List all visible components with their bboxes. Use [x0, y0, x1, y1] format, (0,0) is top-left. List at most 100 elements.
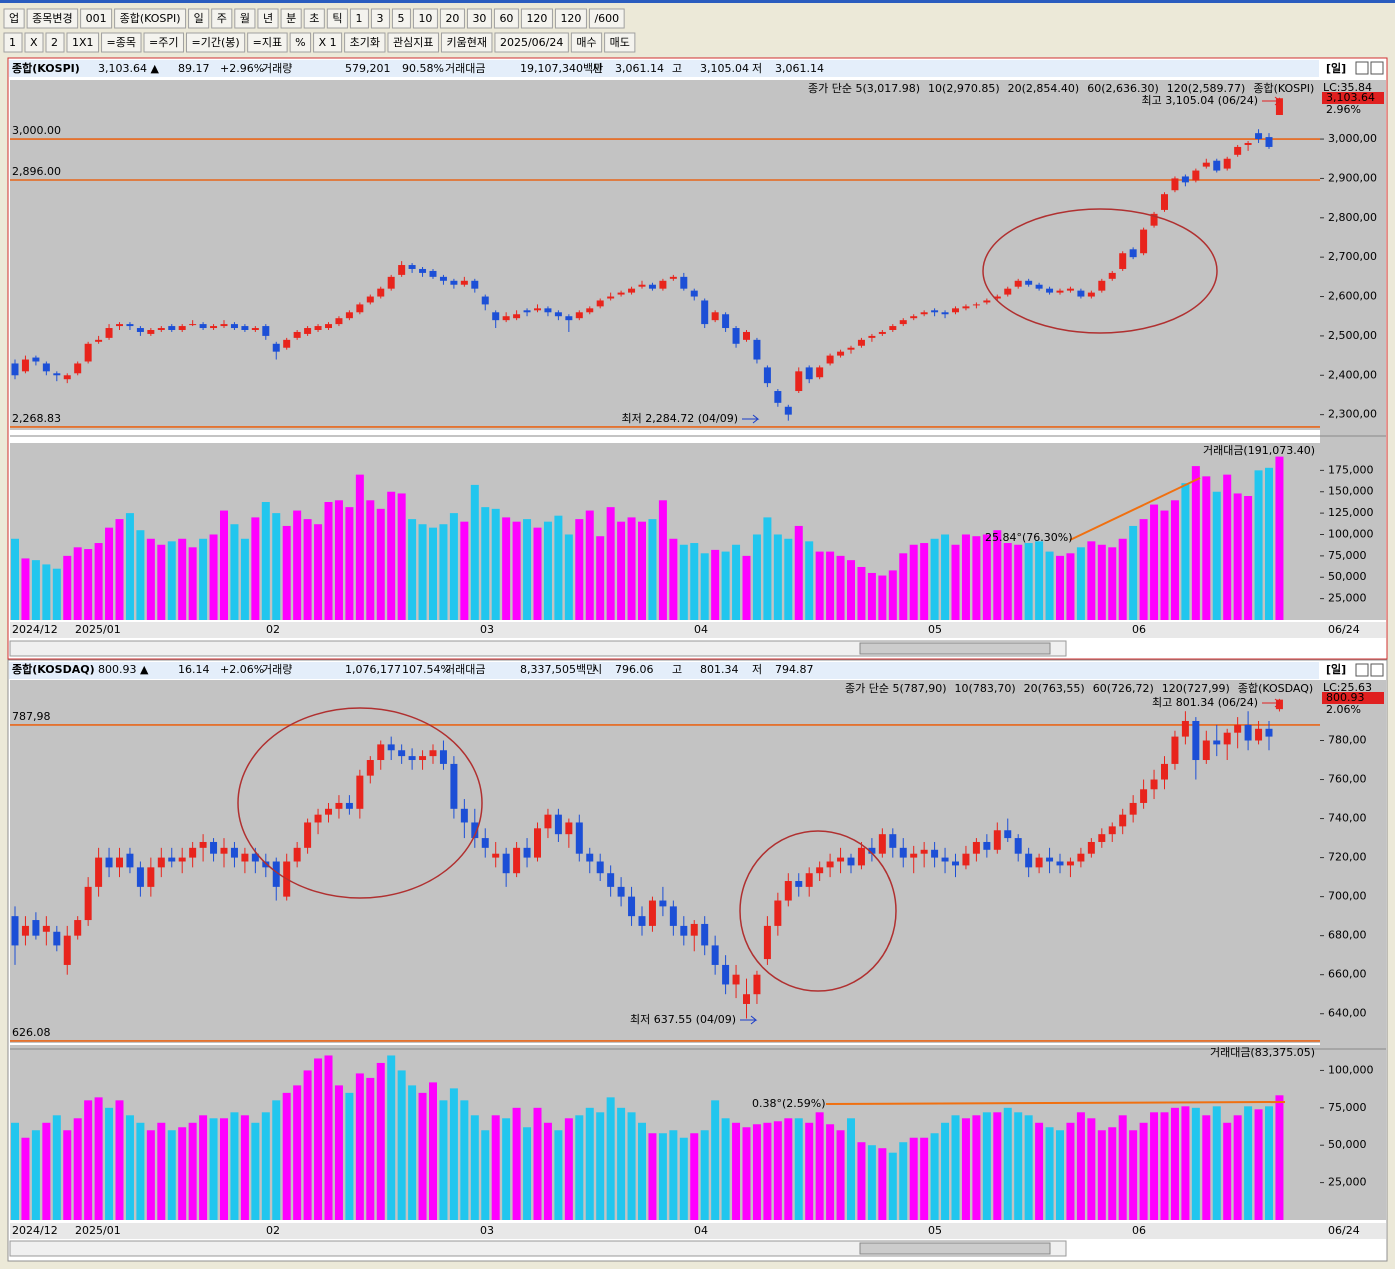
volume-bar — [1118, 1115, 1127, 1220]
toolbar-button[interactable] — [466, 8, 492, 29]
window-btn[interactable] — [1370, 663, 1384, 677]
toolbar-label[interactable]: 년 — [263, 12, 273, 25]
volume-bar — [721, 1118, 730, 1220]
toolbar-label[interactable]: 일 — [194, 11, 204, 25]
toolbar-button[interactable] — [3, 8, 25, 29]
toolbar-button[interactable] — [493, 8, 519, 29]
toolbar-button[interactable] — [344, 32, 386, 53]
toolbar-label[interactable]: 001 — [86, 12, 107, 25]
toolbar-button[interactable] — [26, 8, 79, 29]
toolbar-label[interactable]: =기간(봉) — [191, 36, 239, 49]
candle-body — [753, 974, 761, 995]
toolbar-label[interactable]: 20 — [445, 12, 459, 25]
toolbar-button[interactable] — [280, 8, 302, 29]
volume-bar — [794, 525, 803, 620]
toolbar-label[interactable]: 종목변경 — [32, 12, 72, 25]
scrollbar[interactable] — [9, 640, 1067, 657]
toolbar-label[interactable]: 2025/06/24 — [500, 36, 563, 49]
toolbar-label[interactable]: 월 — [240, 12, 250, 25]
toolbar-button[interactable] — [289, 32, 312, 53]
toolbar-button[interactable] — [391, 8, 411, 29]
toolbar-button[interactable] — [313, 32, 343, 53]
toolbar-button[interactable] — [114, 8, 187, 29]
toolbar-button[interactable] — [370, 8, 390, 29]
toolbar-button[interactable] — [234, 8, 256, 29]
toolbar-button[interactable] — [101, 32, 142, 53]
toolbar-label[interactable]: 1 — [355, 12, 362, 25]
toolbar-button[interactable] — [257, 8, 279, 29]
toolbar-label[interactable]: 60 — [499, 12, 513, 25]
window-btn[interactable] — [1355, 663, 1369, 677]
toolbar-button[interactable] — [570, 32, 603, 53]
toolbar-button[interactable] — [412, 8, 438, 29]
info-item: 107.54% — [402, 663, 451, 676]
toolbar-label[interactable]: 3 — [376, 12, 383, 25]
window-btn[interactable] — [1355, 61, 1369, 75]
toolbar-label[interactable]: % — [295, 36, 305, 49]
toolbar-label[interactable]: 1 — [9, 36, 16, 49]
toolbar-label[interactable]: 120 — [526, 12, 547, 25]
toolbar-button[interactable] — [440, 32, 493, 53]
toolbar-button[interactable] — [3, 32, 23, 53]
toolbar-button[interactable] — [303, 8, 325, 29]
scrollbar[interactable] — [9, 1240, 1067, 1257]
toolbar-button[interactable] — [80, 8, 113, 29]
toolbar-label[interactable]: X 1 — [319, 36, 337, 49]
toolbar-label[interactable]: /600 — [594, 12, 619, 25]
toolbar-button[interactable] — [66, 32, 100, 53]
legend-item: 20(763,55) — [1024, 682, 1085, 695]
toolbar-label[interactable]: 주 — [217, 12, 227, 25]
toolbar-label[interactable]: =종목 — [107, 36, 136, 49]
toolbar-button[interactable] — [387, 32, 439, 53]
toolbar-label[interactable]: =주기 — [149, 36, 178, 49]
toolbar-label[interactable]: 120 — [560, 12, 581, 25]
toolbar-button[interactable] — [588, 8, 625, 29]
toolbar-label[interactable]: 키움현재 — [446, 36, 486, 49]
toolbar-button[interactable] — [24, 32, 44, 53]
toolbar-button[interactable] — [143, 32, 184, 53]
scroll-thumb[interactable] — [859, 642, 1051, 655]
toolbar-label[interactable]: 관심지표 — [393, 36, 433, 49]
toolbar-label[interactable]: 1X1 — [72, 36, 94, 49]
toolbar-button[interactable] — [211, 8, 233, 29]
toolbar-label[interactable]: 분 — [286, 12, 296, 25]
volume-bar — [1181, 483, 1190, 620]
toolbar-label[interactable]: 2 — [51, 36, 58, 49]
right-label: LC:35.84 — [1323, 81, 1372, 94]
toolbar-button[interactable] — [185, 32, 246, 53]
toolbar-button[interactable] — [247, 32, 288, 53]
toolbar-label[interactable]: 매수 — [576, 36, 596, 49]
toolbar-button[interactable] — [554, 8, 587, 29]
toolbar-button[interactable] — [45, 32, 65, 53]
toolbar-button[interactable] — [439, 8, 465, 29]
toolbar-label[interactable]: 종합(KOSPI) — [120, 12, 181, 25]
toolbar-button[interactable] — [604, 32, 636, 53]
toolbar-button[interactable] — [326, 8, 348, 29]
volume-bar — [543, 521, 552, 620]
toolbar-label[interactable]: 초기화 — [350, 36, 380, 49]
info-item: 794.87 — [775, 663, 814, 676]
toolbar-label[interactable]: =지표 — [253, 36, 282, 49]
candle-body — [1014, 280, 1022, 287]
toolbar-label[interactable]: 10 — [418, 12, 432, 25]
candle-body — [774, 900, 782, 926]
toolbar-label[interactable]: 30 — [472, 12, 486, 25]
toolbar-label[interactable]: 5 — [397, 12, 404, 25]
volume-bar — [1056, 1130, 1064, 1220]
candle-body — [544, 814, 552, 829]
toolbar-label[interactable]: 업 — [9, 12, 19, 25]
toolbar-button[interactable] — [349, 8, 369, 29]
toolbar-label[interactable]: 초 — [309, 12, 319, 25]
toolbar-label[interactable]: X — [30, 36, 38, 49]
toolbar-label[interactable]: 매도 — [610, 36, 630, 49]
toolbar-button[interactable] — [188, 8, 210, 29]
volume-bar — [1223, 1122, 1232, 1220]
toolbar-button[interactable] — [520, 8, 553, 29]
scroll-thumb[interactable] — [859, 1242, 1051, 1255]
volume-bar — [11, 1122, 19, 1220]
window-btn[interactable] — [1370, 61, 1384, 75]
toolbar-button[interactable] — [494, 32, 569, 53]
toolbar-label[interactable]: 틱 — [332, 12, 342, 25]
candle-body — [983, 300, 991, 303]
